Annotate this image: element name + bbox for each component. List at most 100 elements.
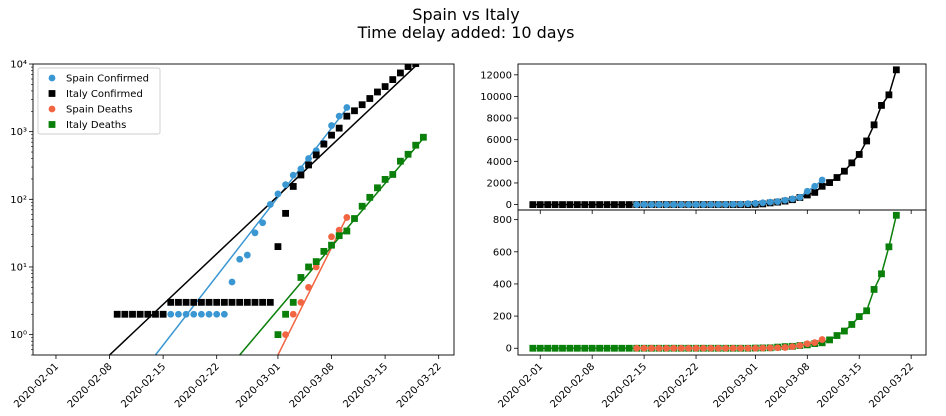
data-point — [618, 201, 626, 208]
data-point — [289, 298, 297, 306]
data-point — [677, 201, 685, 208]
data-point — [159, 310, 167, 318]
log-y-tick-label: 10⁰ — [10, 330, 27, 341]
data-point — [781, 344, 789, 351]
data-point — [855, 313, 863, 320]
confirmed-y-tick-label: 12000 — [480, 70, 512, 81]
log-y-tick-label: 10¹ — [10, 262, 27, 273]
data-point — [722, 344, 730, 352]
deaths-y-tick-label: 200 — [493, 312, 512, 323]
log-y-tick-label: 10³ — [10, 127, 27, 138]
deaths-x-tick-label: 2020-03-08 — [764, 361, 813, 410]
data-point — [419, 133, 427, 141]
data-point — [205, 298, 213, 306]
data-point — [707, 344, 715, 352]
data-point — [774, 198, 782, 205]
data-point — [282, 310, 289, 318]
legend-label: Italy Deaths — [66, 120, 126, 131]
data-point — [737, 344, 744, 352]
confirmed-y-tick-label: 10000 — [480, 92, 512, 103]
data-point — [559, 201, 566, 208]
data-point — [603, 344, 611, 352]
data-point — [848, 321, 856, 328]
data-point — [625, 201, 633, 208]
data-point — [335, 226, 343, 234]
data-point — [343, 227, 351, 235]
data-point — [152, 310, 159, 318]
data-point — [335, 112, 343, 120]
data-point — [328, 122, 335, 129]
data-point — [826, 336, 833, 344]
data-point — [167, 298, 175, 306]
data-point — [892, 66, 900, 74]
data-point — [182, 298, 190, 306]
data-point — [648, 201, 655, 208]
data-point — [692, 201, 700, 208]
data-point — [343, 112, 351, 120]
data-point — [236, 298, 244, 306]
log-x-tick-label: 2020-02-01 — [12, 361, 61, 410]
data-point — [811, 188, 819, 196]
data-point — [811, 182, 819, 190]
data-point — [573, 201, 581, 208]
data-point — [581, 344, 589, 352]
legend: Spain Confirmed Italy Confirmed Spain Deat… — [37, 67, 161, 135]
data-point — [803, 340, 811, 348]
data-point — [751, 344, 759, 352]
data-point — [136, 310, 144, 318]
data-point — [320, 247, 328, 255]
data-point — [351, 107, 358, 115]
confirmed-linear-chart: 0 2000 4000 6000 8000 10000 12000 — [480, 63, 927, 214]
data-point — [289, 183, 297, 190]
data-point — [366, 95, 374, 102]
fit-line-spain-confirmed — [154, 108, 348, 355]
data-point — [205, 310, 213, 318]
data-point — [744, 200, 752, 208]
log-x-tick-label: 2020-03-15 — [341, 361, 390, 410]
data-point — [759, 199, 767, 207]
data-point — [596, 201, 603, 208]
deaths-y-tick-label: 0 — [506, 344, 512, 355]
legend-marker — [48, 121, 56, 128]
data-point — [389, 76, 397, 83]
confirmed-axes-frame — [517, 63, 927, 211]
data-point — [833, 332, 841, 339]
data-point — [826, 179, 833, 186]
confirmed-plot-area — [529, 66, 900, 208]
deaths-y-tick-label: 600 — [493, 247, 512, 258]
data-point — [640, 201, 648, 208]
data-point — [343, 104, 351, 111]
data-point — [566, 201, 574, 208]
data-point — [685, 344, 693, 352]
data-point — [182, 310, 190, 318]
data-point — [274, 331, 282, 339]
data-point — [759, 344, 767, 352]
series-italy-confirmed — [113, 64, 420, 318]
data-point — [251, 298, 259, 306]
deaths-linear-chart: 2020-02-01 2020-02-08 2020-02-15 2020-02-22… — [493, 209, 927, 410]
data-point — [833, 174, 841, 181]
deaths-axes-frame — [517, 209, 927, 356]
data-point — [841, 327, 848, 335]
deaths-y-tick-label: 400 — [493, 279, 512, 290]
data-point — [351, 215, 358, 222]
data-point — [274, 243, 282, 251]
data-point — [677, 344, 685, 352]
data-point — [611, 344, 618, 352]
data-point — [640, 344, 648, 352]
data-point — [803, 187, 811, 195]
data-point — [774, 344, 782, 352]
data-point — [818, 182, 826, 190]
data-point — [544, 344, 552, 352]
series-spain-confirmed — [159, 104, 351, 318]
data-point — [305, 283, 312, 291]
data-point — [312, 258, 320, 266]
data-point — [766, 198, 774, 206]
data-point — [655, 201, 663, 208]
confirmed-y-tick-label: 2000 — [487, 178, 512, 189]
log-axes-frame — [32, 63, 455, 356]
log-x-tick-label: 2020-03-01 — [234, 361, 283, 410]
data-point — [297, 171, 305, 179]
series-spain-confirmed — [633, 176, 826, 208]
log-y-tick-label: 10² — [10, 195, 27, 206]
